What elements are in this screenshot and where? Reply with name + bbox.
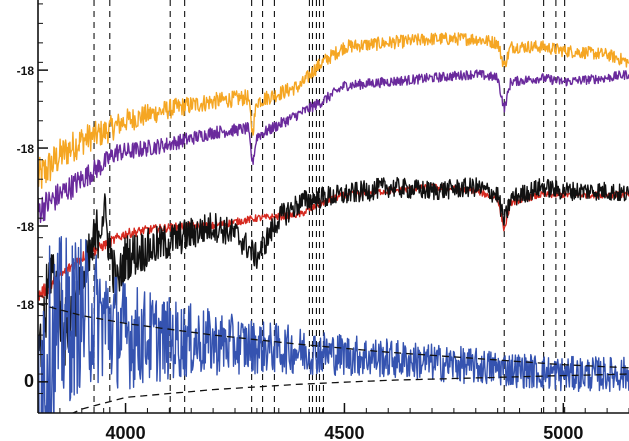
spectrum-series-0 [38, 32, 629, 189]
noise-envelope-line [38, 303, 629, 369]
noise-envelope-line [71, 373, 629, 413]
y-tick-label: -18 [17, 64, 35, 78]
plot-area [38, 0, 629, 413]
x-tick-label: 4000 [106, 423, 146, 441]
y-tick-label: -18 [17, 220, 35, 234]
x-tick-label: 4500 [324, 423, 364, 441]
axis-ticks [37, 0, 629, 414]
x-tick-label: 5000 [543, 423, 583, 441]
axis-labels: -18 -18 -18 -18 0 4000 4500 5000 [17, 64, 584, 441]
y-tick-label: 0 [24, 371, 34, 391]
spectrum-series-3 [38, 176, 629, 391]
spectrum-series-1 [38, 69, 629, 223]
spectrum-series-4 [38, 236, 629, 413]
y-tick-label: -18 [17, 298, 35, 312]
y-tick-label: -18 [17, 142, 35, 156]
